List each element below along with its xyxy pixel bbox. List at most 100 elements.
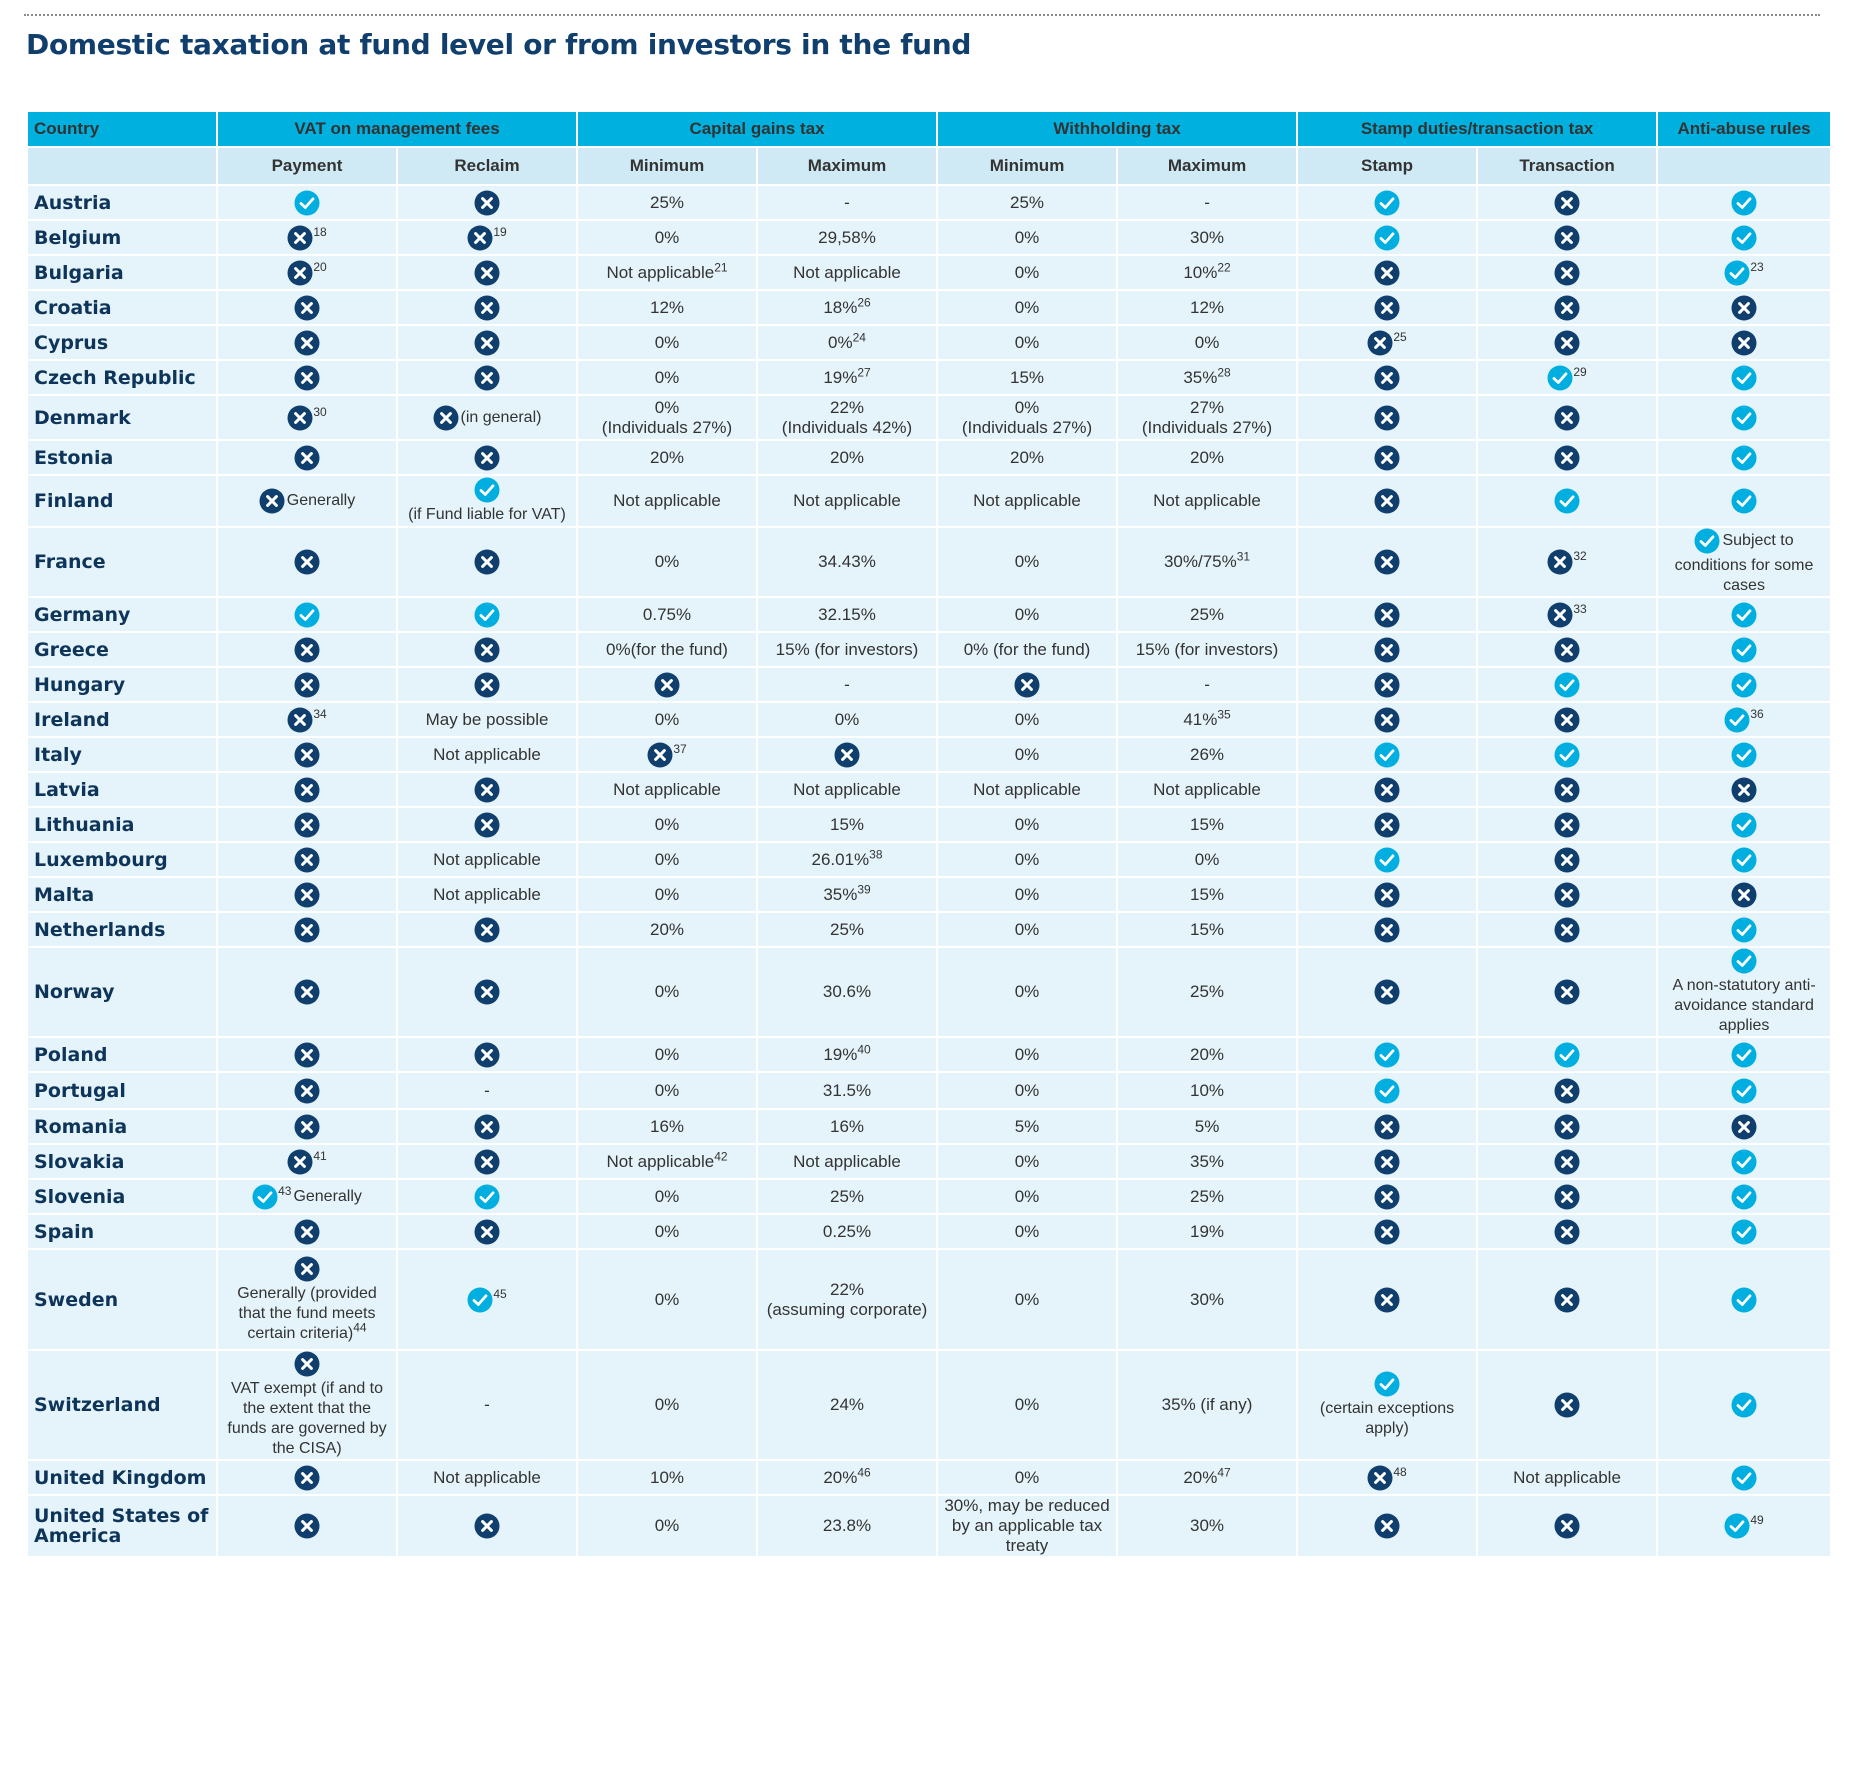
cell-cgt-max: 20%	[755, 439, 939, 476]
check-icon	[1694, 528, 1720, 554]
cell-payment	[216, 736, 398, 773]
country-name: Cyprus	[26, 324, 218, 361]
cell-value: Not applicable	[606, 262, 715, 282]
cross-icon	[294, 365, 320, 391]
cell-value: 18%	[823, 297, 858, 317]
cell-value: 0%	[1014, 1186, 1040, 1206]
cell-reclaim	[396, 946, 578, 1038]
cell-cgt-min: 0%	[576, 1178, 758, 1215]
cross-icon	[1731, 330, 1757, 356]
check-icon	[1374, 1371, 1400, 1397]
cell-payment: 30	[216, 394, 398, 441]
cross-icon	[294, 882, 320, 908]
check-icon	[1731, 225, 1757, 251]
cell-stamp	[1296, 1494, 1479, 1558]
cell-value: 0%	[1194, 849, 1220, 869]
cell-anti-abuse	[1656, 439, 1833, 476]
cell-anti-abuse	[1656, 1071, 1833, 1110]
cell-cgt-min: 0%	[576, 219, 758, 256]
cross-icon	[1547, 549, 1573, 575]
cell-wht-max: 26%	[1116, 736, 1299, 773]
table-body: Austria 25% -25% - Belgium 18 19 0% 29,58% 0% 30% B…	[26, 184, 1833, 1558]
table-row: Malta Not applicable 0% 35%39 0% 15%	[26, 876, 1833, 913]
cell-cgt-max: 19%27	[755, 359, 939, 396]
cell-value: 19%	[1190, 1221, 1225, 1241]
cross-icon	[294, 917, 320, 943]
footnote-ref: 47	[1217, 1464, 1231, 1479]
cross-icon	[1547, 602, 1573, 628]
cross-icon	[834, 742, 860, 768]
cell-value: 16%	[829, 1116, 865, 1136]
cell-value: 0%	[654, 982, 680, 1001]
sub-header-transaction: Transaction	[1476, 146, 1659, 186]
cell-payment	[216, 911, 398, 948]
country-name: Greece	[26, 631, 218, 668]
cell-value: Not applicable	[433, 849, 541, 869]
table-row: Slovakia 41 Not applicable42 Not applicable…	[26, 1143, 1833, 1180]
cell-value: 24%	[829, 1395, 865, 1414]
cell-anti-abuse: 36	[1656, 701, 1833, 738]
cell-reclaim	[396, 184, 578, 221]
cell-note-text: (if Fund liable for VAT)	[408, 506, 566, 523]
country-name: Belgium	[26, 219, 218, 256]
check-icon	[1731, 1392, 1757, 1418]
cell-transaction: Not applicable	[1476, 1459, 1659, 1496]
cell-reclaim	[396, 1213, 578, 1250]
cross-icon	[294, 979, 320, 1005]
country-name: Netherlands	[26, 911, 218, 948]
cell-wht-max: 25%	[1116, 1178, 1299, 1215]
cell-sub: (Individuals 42%)	[781, 417, 913, 437]
cell-reclaim	[396, 911, 578, 948]
cell-value: 0%	[654, 884, 680, 904]
cross-icon	[1554, 1184, 1580, 1210]
cell-transaction	[1476, 474, 1659, 528]
cell-wht-min	[936, 666, 1119, 703]
cell-stamp	[1296, 394, 1479, 441]
check-icon	[1731, 1184, 1757, 1210]
check-icon	[1731, 445, 1757, 471]
cell-value: 0%	[654, 709, 680, 729]
table-row: Netherlands 20% 25% 0% 15%	[26, 911, 1833, 948]
cell-value: 25%	[829, 1186, 865, 1206]
cell-value: 20%	[1183, 1467, 1218, 1487]
cross-icon	[1554, 917, 1580, 943]
cell-reclaim: Not applicable	[396, 841, 578, 878]
cross-icon	[1554, 190, 1580, 216]
cell-cgt-min: 0%	[576, 359, 758, 396]
cross-icon	[1554, 812, 1580, 838]
country-name: Estonia	[26, 439, 218, 476]
table-row: Portugal - 0% 31.5% 0% 10%	[26, 1071, 1833, 1110]
cell-cgt-max: 19%40	[755, 1036, 939, 1073]
cell-note: Generally	[286, 492, 356, 510]
footnote-ref: 21	[714, 259, 728, 274]
country-name: Switzerland	[26, 1349, 218, 1461]
country-name: Poland	[26, 1036, 218, 1073]
cell-wht-max: 20%47	[1116, 1459, 1299, 1496]
cell-anti-abuse	[1656, 1459, 1833, 1496]
country-name: Czech Republic	[26, 359, 218, 396]
cell-note-text: A non-statutory anti-avoidance standard …	[1672, 977, 1816, 1034]
country-name: Spain	[26, 1213, 218, 1250]
cell-value: Not applicable	[973, 491, 1081, 510]
cell-cgt-min: 0%	[576, 876, 758, 913]
cell-note: conditions for some cases	[1662, 556, 1826, 596]
cell-value: 0%	[654, 1395, 680, 1414]
cell-value: 0%	[654, 1516, 680, 1535]
table-row: France 0% 34.43% 0% 30%/75%31 32 Subject to con…	[26, 526, 1833, 598]
cross-icon	[1554, 1149, 1580, 1175]
cross-icon	[433, 405, 459, 431]
cross-icon	[294, 812, 320, 838]
cell-cgt-max: 18%26	[755, 289, 939, 326]
cross-icon	[474, 260, 500, 286]
cell-reclaim: -	[396, 1349, 578, 1461]
cell-transaction	[1476, 219, 1659, 256]
cell-note-text: (certain exceptions apply)	[1319, 1400, 1455, 1437]
cell-value: 12%	[649, 297, 685, 317]
table-row: Luxembourg Not applicable 0% 26.01%38 0% 0%	[26, 841, 1833, 878]
cell-wht-max: 35% (if any)	[1116, 1349, 1299, 1461]
cell-anti-abuse	[1656, 1248, 1833, 1351]
cell-cgt-max	[755, 736, 939, 773]
cell-cgt-min: 0%	[576, 1494, 758, 1558]
sub-header-wht-minimum: Minimum	[936, 146, 1119, 186]
cell-transaction	[1476, 1036, 1659, 1073]
